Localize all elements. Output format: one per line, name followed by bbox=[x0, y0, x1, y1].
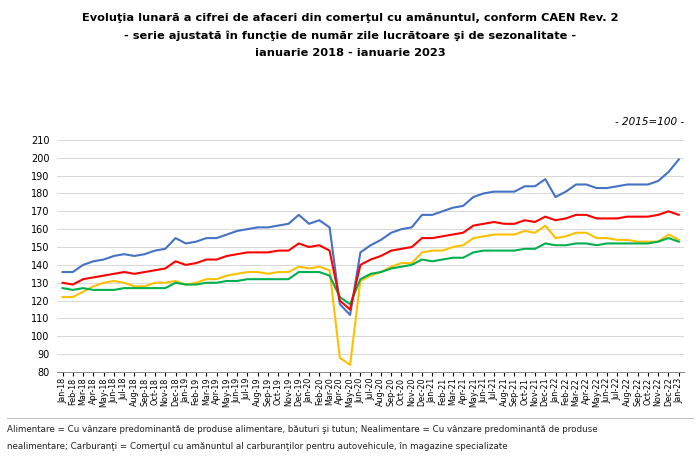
Text: ianuarie 2018 - ianuarie 2023: ianuarie 2018 - ianuarie 2023 bbox=[255, 48, 445, 58]
Text: Alimentare = Cu vânzare predominantă de produse alimentare, băuturi şi tutun; Ne: Alimentare = Cu vânzare predominantă de … bbox=[7, 425, 598, 434]
Text: nealimentare; Carburanţi = Comerţul cu amănuntul al carburanţilor pentru autoveh: nealimentare; Carburanţi = Comerţul cu a… bbox=[7, 442, 508, 451]
Text: Evoluţia lunară a cifrei de afaceri din comerţul cu amănuntul, conform CAEN Rev.: Evoluţia lunară a cifrei de afaceri din … bbox=[82, 13, 618, 23]
Text: - 2015=100 -: - 2015=100 - bbox=[615, 117, 684, 127]
Text: - serie ajustată în funcţie de număr zile lucrătoare şi de sezonalitate -: - serie ajustată în funcţie de număr zil… bbox=[124, 31, 576, 41]
